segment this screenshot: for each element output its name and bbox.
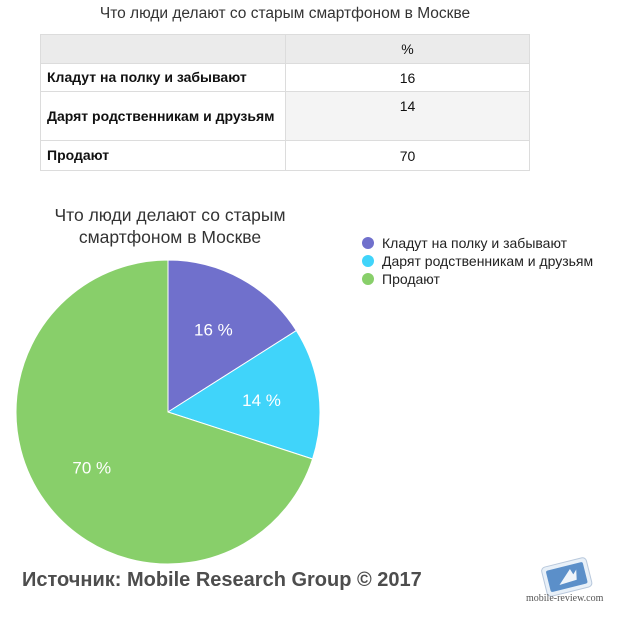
pie-slice-label: 70 % — [72, 458, 111, 477]
table-row-label: Дарят родственникам и друзьям — [40, 91, 286, 141]
table-row: Дарят родственникам и друзьям 14 — [40, 91, 530, 141]
pie-slice-label: 14 % — [242, 391, 281, 410]
legend-label: Дарят родственникам и друзьям — [382, 253, 594, 269]
legend-item: Продают — [362, 270, 593, 288]
legend-swatch — [362, 237, 374, 249]
table-header-row: % — [40, 34, 530, 64]
pie-slice-label: 16 % — [194, 320, 233, 339]
mobile-review-logo-icon — [541, 557, 593, 597]
legend-item: Дарят родственникам и друзьям — [362, 252, 593, 270]
table-row-value: 70 — [285, 140, 530, 171]
chart-legend: Кладут на полку и забывают Дарят родствен… — [362, 234, 593, 288]
legend-label: Продают — [382, 271, 440, 287]
pie-slice — [167, 259, 298, 413]
legend-label: Кладут на полку и забывают — [382, 235, 568, 251]
table-row-label: Продают — [40, 140, 286, 171]
table-row-value: 16 — [285, 63, 530, 92]
pie-slice — [15, 259, 314, 565]
table-row-label: Кладут на полку и забывают — [40, 63, 286, 92]
legend-item: Кладут на полку и забывают — [362, 234, 593, 252]
legend-swatch — [362, 255, 374, 267]
chart-title: Что люди делают со старым смартфоном в М… — [54, 205, 286, 247]
source-caption: Источник: Mobile Research Group © 2017 — [22, 569, 422, 591]
legend-swatch — [362, 273, 374, 285]
table-row-value: 14 — [285, 91, 530, 141]
table-title: Что люди делают со старым смартфоном в М… — [99, 5, 471, 22]
table-row: Продают 70 — [40, 140, 530, 171]
pie-slice — [166, 329, 321, 460]
data-table: % Кладут на полку и забывают 16 Дарят ро… — [40, 34, 530, 171]
table-row: Кладут на полку и забывают 16 — [40, 63, 530, 92]
watermark-text: mobile-review.com — [526, 593, 604, 604]
